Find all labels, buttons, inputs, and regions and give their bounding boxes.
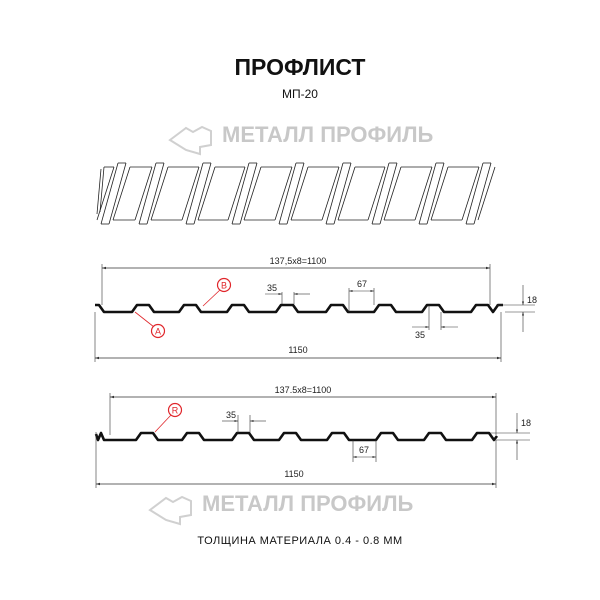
watermark-text: МЕТАЛЛ ПРОФИЛЬ [222,122,434,147]
bottom-width-label: 35 [415,330,425,340]
watermark-logo-icon [168,125,212,156]
sheet-rib-line [150,166,169,221]
sheet-3d-view [96,162,496,225]
sheet-rib-line [181,166,200,221]
sheet-rib-line [418,162,437,225]
watermark-text: МЕТАЛЛ ПРОФИЛЬ [202,491,414,516]
sheet-rib-line [333,162,352,225]
sheet-rib-line [134,166,153,221]
sheet-rib-line [290,166,309,221]
width-dimension-label: 137,5x8=1100 [270,256,327,266]
sheet-rib-line [477,166,496,221]
sheet-rib-line [278,162,297,225]
marker-r-circle [167,402,183,418]
sheet-rib-line [465,162,484,225]
total-width-label: 1150 [284,469,303,479]
sheet-rib-line [430,166,449,221]
profile-r-outline [94,431,499,442]
sheet-rib-line [197,166,216,221]
sheet-rib-line [231,162,250,225]
marker-a-circle [150,323,166,339]
total-width-label: 1150 [288,345,307,355]
sheet-rib-line [243,166,262,221]
sheet-rib-line [193,162,212,225]
page-title: ПРОФЛИСТ [235,54,366,80]
sheet-rib-line [138,162,157,225]
watermark-top: МЕТАЛЛ ПРОФИЛЬ [168,122,434,156]
sheet-rib-line [371,162,390,225]
sheet-rib-line [325,162,344,225]
top-width-label: 35 [226,410,236,420]
marker-leader [134,311,155,328]
material-thickness-note: ТОЛЩИНА МАТЕРИАЛА 0.4 - 0.8 ММ [197,535,402,547]
sheet-rib-line [383,166,402,221]
sheet-rib-line [337,166,356,221]
sheet-rib-line [286,162,305,225]
marker-leader [202,288,222,307]
sheet-rib-line [367,166,386,221]
marker-b-label: B [221,281,227,291]
profile-r-section: 137.5x8=1100 1150 35 67 18 R [94,385,531,488]
sheet-rib-line [108,162,127,225]
sheet-rib-line [473,162,492,225]
pitch-label: 67 [357,279,367,289]
sheet-rib-line [239,162,258,225]
sheet-rib-line [99,166,105,213]
sheet-rib-line [227,166,246,221]
sheet-rib-line [461,166,480,221]
height-label: 18 [521,418,531,428]
sheet-rib-line [96,166,115,221]
pitch-label: 67 [359,445,369,455]
marker-leader [154,414,172,433]
sheet-rib-line [274,166,293,221]
sheet-rib-line [185,162,204,225]
height-label: 18 [527,295,537,305]
sheet-rib-line [96,168,102,215]
sheet-rib-line [100,162,119,225]
sheet-rib-line [112,166,131,221]
profile-a-outline [95,303,503,314]
page-subtitle: МП-20 [282,87,318,101]
sheet-rib-line [426,162,445,225]
marker-a-label: A [155,327,161,337]
marker-r-label: R [172,406,179,416]
sheet-rib-line [146,162,165,225]
watermark-middle: МЕТАЛЛ ПРОФИЛЬ [148,491,414,526]
top-width-label: 35 [267,283,277,293]
width-dimension-label: 137.5x8=1100 [275,385,332,395]
profile-a-section: 137,5x8=1100 1150 35 67 35 18 A B [94,256,537,362]
sheet-rib-line [379,162,398,225]
marker-b-circle [216,277,232,293]
sheet-rib-line [414,166,433,221]
sheet-rib-line [321,166,340,221]
watermark-logo-icon [148,495,192,526]
